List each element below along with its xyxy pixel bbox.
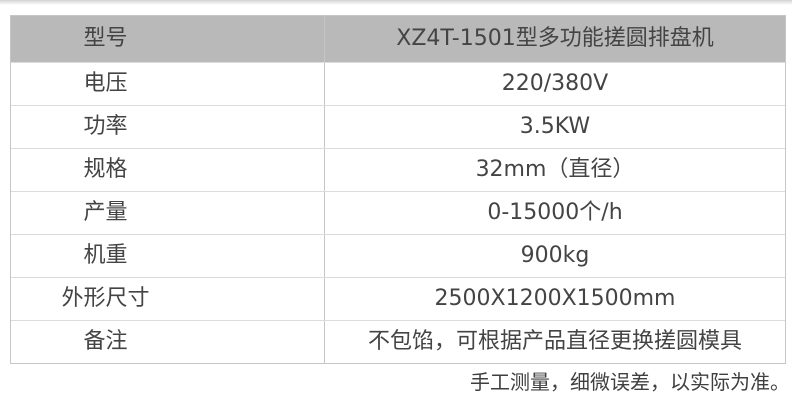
table-row-voltage: 电压 220/380V (11, 62, 785, 105)
row-label: 产量 (11, 192, 325, 234)
spec-table: 型号 XZ4T-1501型多功能搓圆排盘机 电压 220/380V 功率 3.5… (10, 15, 786, 364)
row-label: 外形尺寸 (11, 278, 325, 320)
row-label: 备注 (11, 321, 325, 363)
measurement-disclaimer: 手工测量，细微误差，以实际为准。 (470, 370, 790, 394)
top-edge-shadow (0, 0, 792, 5)
table-row-remarks: 备注 不包馅，可根据产品直径更换搓圆模具 (11, 320, 785, 363)
row-value: 900kg (520, 243, 590, 268)
table-row-output: 产量 0-15000个/h (11, 191, 785, 234)
header-label-model: 型号 (11, 16, 325, 62)
row-label: 电压 (11, 63, 325, 105)
table-row-spec: 规格 32mm（直径） (11, 148, 785, 191)
table-header-row: 型号 XZ4T-1501型多功能搓圆排盘机 (11, 16, 785, 62)
row-value: 0-15000个/h (487, 200, 623, 225)
table-row-power: 功率 3.5KW (11, 105, 785, 148)
table-row-weight: 机重 900kg (11, 234, 785, 277)
row-label: 规格 (11, 149, 325, 191)
row-value: 不包馅，可根据产品直径更换搓圆模具 (367, 329, 742, 354)
row-value: 3.5KW (519, 114, 591, 139)
row-label: 功率 (11, 106, 325, 148)
header-value-model-name: XZ4T-1501型多功能搓圆排盘机 (396, 26, 714, 51)
row-label: 机重 (11, 235, 325, 277)
row-value: 220/380V (501, 71, 609, 96)
table-row-dimensions: 外形尺寸 2500X1200X1500mm (11, 277, 785, 320)
row-value: 32mm（直径） (475, 157, 635, 182)
row-value: 2500X1200X1500mm (434, 286, 676, 311)
